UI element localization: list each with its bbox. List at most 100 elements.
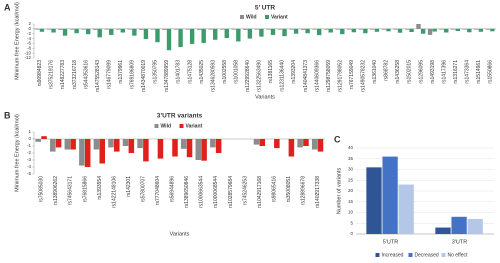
bar: [236, 28, 241, 42]
bar: [420, 28, 426, 34]
bar: [39, 28, 45, 32]
bar: [381, 28, 387, 30]
bar: [58, 28, 63, 30]
bar: [444, 28, 449, 33]
bar: [85, 28, 91, 35]
bar: [143, 139, 149, 162]
legend-label: Variant: [186, 123, 203, 129]
y-tick-label: -3: [27, 157, 31, 162]
x-tick-label: rs1346280593: [210, 60, 216, 92]
bar: [97, 28, 102, 38]
y-tick-label: 35: [348, 156, 354, 161]
x-tick-label: rs1231136440: [280, 60, 286, 92]
x-tick-label: rs1042917168: [257, 176, 263, 208]
y-tick-label: 5: [350, 220, 353, 225]
bar: [155, 28, 160, 43]
bar: [490, 28, 495, 32]
y-tick-label: -2: [27, 31, 31, 36]
x-tick-label: rs745246253: [242, 176, 248, 205]
x-tick-label: rs148227783: [60, 60, 66, 89]
bar: [208, 28, 213, 30]
x-tick-label: rs868782: [384, 60, 390, 81]
x-tick-label: rs1002558: [222, 60, 228, 84]
bar: [243, 28, 248, 30]
x-tick-label: rs1000068544: [213, 176, 219, 208]
x-tick-label: rs1436258: [395, 60, 401, 84]
bar: [64, 139, 71, 150]
x-tick-label: rs1381165: [268, 60, 274, 83]
bar: [213, 28, 218, 40]
bar: [186, 139, 193, 158]
bar: [277, 28, 283, 30]
bar: [259, 28, 264, 37]
bar: [231, 28, 236, 30]
y-tick-label: -12: [24, 55, 31, 60]
legend-label: Wild: [246, 14, 257, 20]
x-tick-label: rs1514961: [476, 60, 482, 84]
bar: [35, 139, 41, 142]
y-axis-label: Minimum free Energy (kcal/mol): [14, 114, 20, 192]
bar: [288, 139, 295, 157]
bar: [358, 28, 363, 30]
bar: [185, 28, 190, 30]
x-tick-label: rs1000663544: [199, 176, 205, 208]
bar: [50, 139, 56, 152]
bar: [328, 28, 333, 33]
x-tick-label: rs1502015: [407, 60, 413, 84]
bar: [189, 28, 195, 44]
bar: [317, 139, 324, 152]
y-tick-label: 30: [348, 167, 354, 172]
bar: [143, 28, 149, 40]
legend-label: Variant: [271, 14, 288, 20]
legend-swatch: [265, 15, 269, 19]
x-tick-label: rs1440609366: [314, 60, 320, 92]
bar: [69, 28, 75, 30]
bar: [166, 28, 172, 51]
x-tick-label: rs1475128: [187, 60, 193, 84]
bar: [297, 139, 303, 148]
x-tick-label: rs1473364: [464, 60, 470, 84]
x-tick-label: rs375219176: [49, 60, 55, 89]
y-tick-label: -4: [27, 36, 31, 41]
bar: [432, 28, 437, 32]
x-tick-label: rs767159049: [349, 60, 355, 89]
y-tick-label: -2: [27, 150, 31, 155]
legend-swatch: [179, 124, 184, 128]
bar: [351, 28, 357, 33]
panel-letter: C: [334, 134, 341, 144]
y-axis-label: Minimum free Energy (kcal/mol): [14, 2, 20, 80]
y-tick-label: -10: [24, 50, 31, 55]
x-tick-label: 5'UTR: [383, 239, 398, 245]
bar: [270, 28, 276, 35]
bar: [114, 139, 120, 152]
x-tick-label: rs1393204: [291, 60, 297, 84]
x-tick-label: rs1550866: [488, 60, 494, 84]
y-tick-label: -1: [27, 143, 31, 148]
bar: [215, 139, 222, 153]
bar: [312, 28, 317, 30]
bar: [374, 28, 380, 32]
bar: [382, 156, 398, 234]
bar: [62, 28, 68, 36]
bar: [74, 28, 79, 34]
y-tick-label: 10: [348, 210, 354, 215]
bar: [70, 139, 76, 150]
bar: [120, 28, 126, 33]
x-axis-label: Variants: [255, 94, 275, 100]
legend-label: No effect: [448, 252, 469, 258]
bar: [84, 139, 91, 167]
bar: [462, 28, 467, 30]
bar: [435, 227, 451, 234]
x-tick-label: rs769186809: [130, 60, 136, 89]
bar: [427, 28, 433, 35]
x-tick-label: rs1298758059: [326, 60, 332, 92]
bar: [127, 28, 132, 30]
x-tick-label: rs1434870019: [141, 60, 147, 92]
bar: [316, 28, 322, 36]
bar: [195, 139, 202, 160]
panel-letter: A: [4, 2, 11, 12]
bar: [485, 28, 490, 30]
x-tick-label: rs1296095: [418, 60, 424, 84]
bar: [305, 28, 310, 34]
